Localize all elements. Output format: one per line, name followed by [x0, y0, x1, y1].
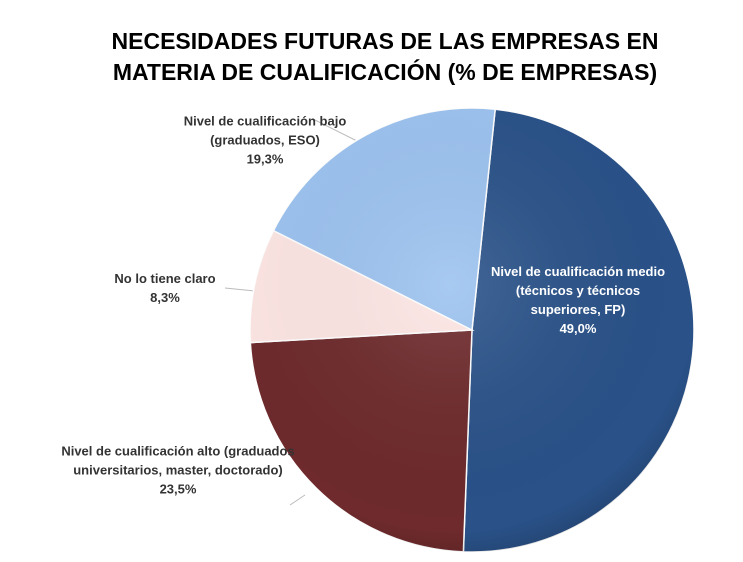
value-label: 49,0%: [559, 321, 597, 336]
slice-label: Nivel de cualificación medio (técnicos y…: [491, 262, 666, 338]
chart-title: NECESIDADES FUTURAS DE LAS EMPRESAS EN M…: [111, 28, 659, 85]
slice-label: Nivel de cualificación alto (graduados u…: [28, 442, 328, 499]
category-label: No lo tiene claro: [114, 271, 216, 286]
value-label: 8,3%: [150, 290, 180, 305]
category-label: Nivel de cualificación bajo (graduados, …: [183, 113, 347, 148]
value-label: 19,3%: [246, 151, 284, 167]
value-label: 23,5%: [159, 481, 197, 497]
slice-label: Nivel de cualificación bajo (graduados, …: [150, 112, 380, 169]
category-label: Nivel de cualificación medio (técnicos y…: [490, 264, 666, 317]
category-label: Nivel de cualificación alto (graduados u…: [61, 443, 295, 478]
slice-label: No lo tiene claro 8,3%: [90, 269, 240, 307]
